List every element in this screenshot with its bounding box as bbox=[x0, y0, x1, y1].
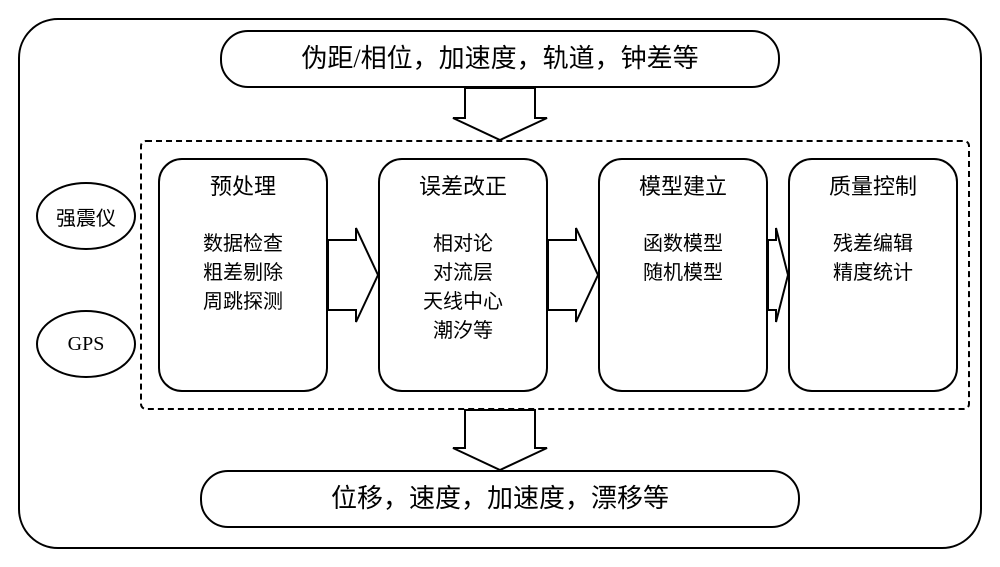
side-ellipse-label: GPS bbox=[68, 333, 105, 356]
stage-body: 相对论对流层天线中心潮汐等 bbox=[423, 230, 503, 346]
stage-line: 相对论 bbox=[423, 230, 503, 259]
stage-line: 粗差剔除 bbox=[203, 259, 283, 288]
stage-line: 周跳探测 bbox=[203, 288, 283, 317]
stage-box: 预处理数据检查粗差剔除周跳探测 bbox=[158, 158, 328, 392]
side-ellipse: GPS bbox=[36, 310, 136, 378]
arrow-right-icon bbox=[548, 228, 600, 322]
stage-body: 残差编辑精度统计 bbox=[833, 230, 913, 288]
stage-title: 预处理 bbox=[210, 172, 276, 202]
side-ellipse: 强震仪 bbox=[36, 182, 136, 250]
arrow-right-icon bbox=[328, 228, 380, 322]
stage-box: 模型建立函数模型随机模型 bbox=[598, 158, 768, 392]
arrow-right-icon bbox=[768, 228, 790, 322]
stage-box: 误差改正相对论对流层天线中心潮汐等 bbox=[378, 158, 548, 392]
stage-line: 对流层 bbox=[423, 259, 503, 288]
output-box: 位移，速度，加速度，漂移等 bbox=[200, 470, 800, 528]
stage-title: 模型建立 bbox=[639, 172, 727, 202]
stage-line: 天线中心 bbox=[423, 288, 503, 317]
stage-title: 质量控制 bbox=[829, 172, 917, 202]
stage-box: 质量控制残差编辑精度统计 bbox=[788, 158, 958, 392]
stage-body: 函数模型随机模型 bbox=[643, 230, 723, 288]
stage-line: 函数模型 bbox=[643, 230, 723, 259]
arrow-down-icon bbox=[453, 410, 547, 472]
output-box-text: 位移，速度，加速度，漂移等 bbox=[331, 481, 669, 516]
stage-line: 残差编辑 bbox=[833, 230, 913, 259]
stage-body: 数据检查粗差剔除周跳探测 bbox=[203, 230, 283, 317]
stage-line: 精度统计 bbox=[833, 259, 913, 288]
stage-line: 潮汐等 bbox=[423, 317, 503, 346]
arrow-down-icon bbox=[453, 88, 547, 142]
input-box: 伪距/相位，加速度，轨道，钟差等 bbox=[220, 30, 780, 88]
side-ellipse-label: 强震仪 bbox=[56, 202, 116, 231]
stage-line: 随机模型 bbox=[643, 259, 723, 288]
stage-line: 数据检查 bbox=[203, 230, 283, 259]
input-box-text: 伪距/相位，加速度，轨道，钟差等 bbox=[301, 41, 698, 76]
stage-title: 误差改正 bbox=[419, 172, 507, 202]
